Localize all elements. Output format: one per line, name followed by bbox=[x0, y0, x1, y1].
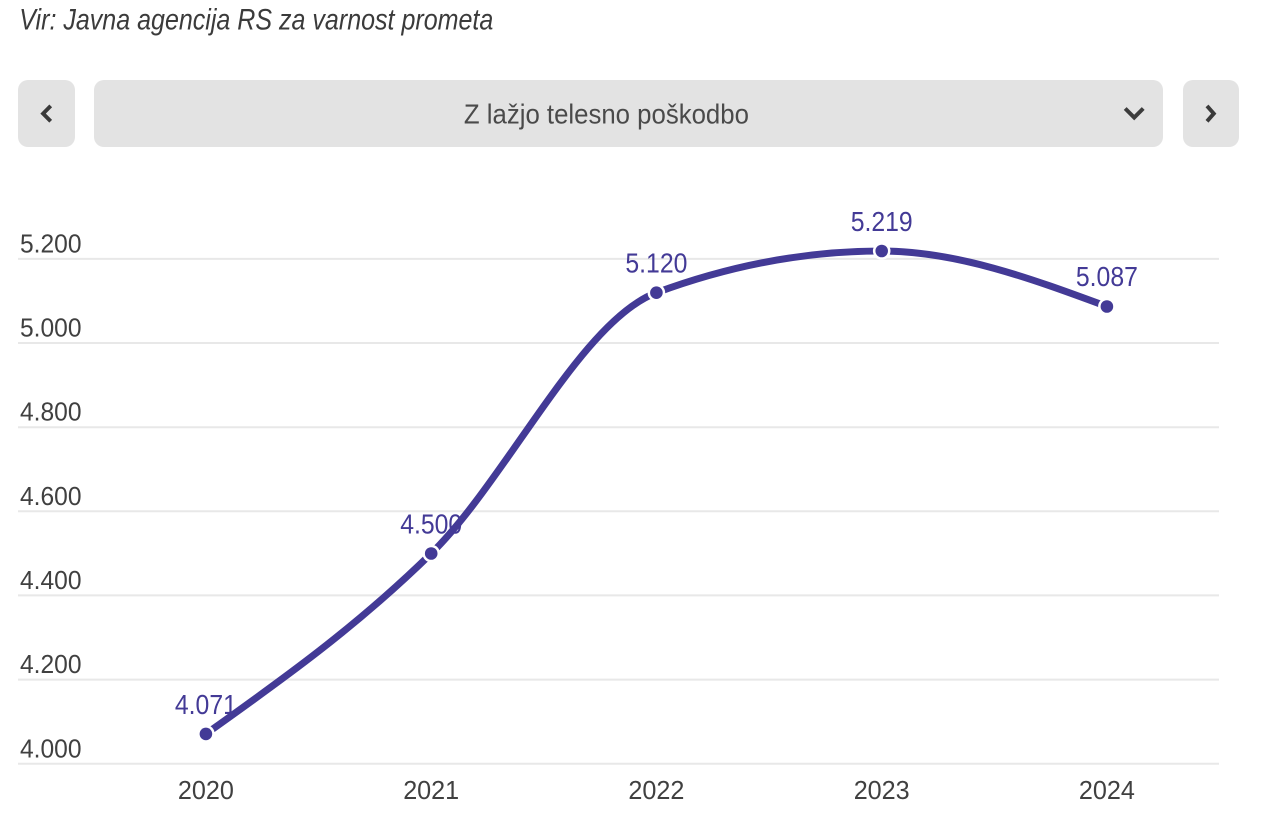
svg-text:4.000: 4.000 bbox=[20, 733, 82, 763]
svg-text:5.200: 5.200 bbox=[20, 228, 82, 258]
svg-text:Z lažjo telesno poškodbo: Z lažjo telesno poškodbo bbox=[464, 98, 749, 129]
svg-text:Vir: Javna agencija RS za varn: Vir: Javna agencija RS za varnost promet… bbox=[19, 4, 493, 37]
svg-text:2023: 2023 bbox=[854, 775, 910, 805]
svg-text:5.120: 5.120 bbox=[625, 248, 687, 279]
svg-text:4.600: 4.600 bbox=[20, 481, 82, 511]
svg-text:2020: 2020 bbox=[178, 775, 234, 805]
svg-text:4.200: 4.200 bbox=[20, 649, 82, 679]
svg-text:2021: 2021 bbox=[403, 775, 459, 805]
svg-text:4.400: 4.400 bbox=[20, 565, 82, 595]
svg-text:5.087: 5.087 bbox=[1076, 261, 1138, 292]
svg-text:5.000: 5.000 bbox=[20, 313, 82, 343]
svg-text:2024: 2024 bbox=[1079, 775, 1135, 805]
svg-text:4.800: 4.800 bbox=[20, 397, 82, 427]
svg-text:5.219: 5.219 bbox=[851, 206, 913, 237]
svg-text:4.071: 4.071 bbox=[175, 689, 237, 720]
svg-text:2022: 2022 bbox=[628, 775, 684, 805]
